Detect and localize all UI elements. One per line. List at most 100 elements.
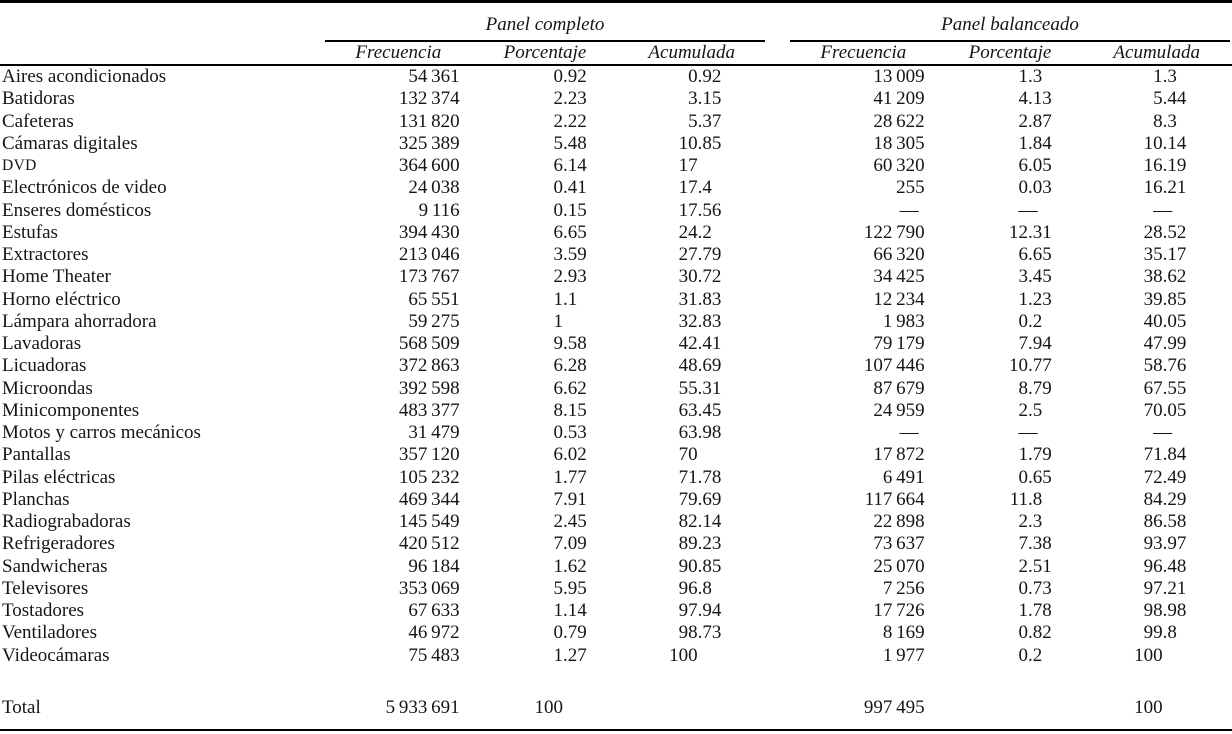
integer-part: 2 xyxy=(1018,511,1029,533)
completo-cells: 372 863 6.28 48.69 xyxy=(325,355,765,377)
balanceado-cells: 17 726 1.78 98.98 xyxy=(790,600,1230,622)
integer-part: 97 xyxy=(678,600,698,622)
cell: 1.79 xyxy=(961,444,1096,466)
cell: 1.14 xyxy=(496,600,631,622)
completo-cells: 24 038 0.41 17.4 xyxy=(325,177,765,199)
fraction-part: .14 xyxy=(563,155,587,177)
cell: 98.73 xyxy=(630,622,765,644)
completo-cells: 145 549 2.45 82.14 xyxy=(325,511,765,533)
cell: 24 959 xyxy=(873,399,925,421)
cell: 1 983 xyxy=(882,310,925,332)
cell: 72.49 xyxy=(1095,467,1230,489)
integer-part: 9 xyxy=(553,333,564,355)
integer-part: 0 xyxy=(553,622,564,644)
table-row: Licuadoras 372 863 6.28 48.69 107 446 10.77 58… xyxy=(0,355,1232,377)
table-row: Microondas 392 598 6.62 55.31 87 679 8.79 67.5… xyxy=(0,378,1232,400)
cell: 0.2 xyxy=(961,311,1096,333)
top-rule xyxy=(0,0,1232,3)
cell: 66 320 xyxy=(873,244,925,266)
completo-cells: 46 972 0.79 98.73 xyxy=(325,622,765,644)
cell: 1.3 xyxy=(1095,66,1230,88)
fraction-part: .87 xyxy=(1028,110,1052,132)
table-row: Enseres domésticos 9 116 0.15 17.56— — — xyxy=(0,200,1232,222)
fraction-part: .85 xyxy=(697,132,722,154)
table-body: Aires acondicionados 54 361 0.92 0.92 13 009… xyxy=(0,66,1232,667)
completo-cells: 392 598 6.62 55.31 xyxy=(325,378,765,400)
fraction-part xyxy=(1163,645,1192,667)
cell: 17 726 xyxy=(873,600,925,622)
fraction-part: .3 xyxy=(1028,66,1043,88)
cell: 6.65 xyxy=(496,222,631,244)
row-label: Lavadoras xyxy=(2,333,82,355)
cell: 87 679 xyxy=(873,377,925,399)
fraction-part: .62 xyxy=(563,555,587,577)
integer-part: 38 xyxy=(1143,266,1163,288)
fraction-part: .3 xyxy=(1162,110,1177,132)
cell: 117 664 xyxy=(864,488,925,510)
integer-part: 82 xyxy=(678,511,698,533)
cell: 17.56 xyxy=(630,200,765,222)
balanceado-cells: 255 0.03 16.21 xyxy=(790,177,1230,199)
cell: 0.15 xyxy=(496,200,631,222)
balanceado-cells: 66 320 6.65 35.17 xyxy=(790,244,1230,266)
completo-cells: 105 232 1.77 71.78 xyxy=(325,467,765,489)
table-row: Electrónicos de video 24 038 0.41 17.4 255 0.… xyxy=(0,177,1232,199)
cell: 30.72 xyxy=(630,266,765,288)
integer-part: 5 xyxy=(688,110,698,132)
integer-part: 8 xyxy=(1153,110,1163,132)
fraction-part: .48 xyxy=(563,132,587,154)
cell: 0.92 xyxy=(496,66,631,88)
completo-cells: 568 509 9.58 42.41 xyxy=(325,333,765,355)
cell: 25 070 xyxy=(873,555,925,577)
cell: 7.94 xyxy=(961,333,1096,355)
integer-part: 6 xyxy=(553,155,564,177)
cell: 13 009 xyxy=(873,66,925,88)
cell: 100 xyxy=(1095,697,1230,719)
row-label: Microondas xyxy=(2,377,93,399)
fraction-part: .28 xyxy=(563,355,587,377)
panel-balanceado-header: Panel balanceado xyxy=(790,7,1230,42)
integer-part: 6 xyxy=(553,221,564,243)
cell: 1.78 xyxy=(961,600,1096,622)
fraction-part: .62 xyxy=(563,377,587,399)
table-row: Refrigeradores 420 512 7.09 89.23 73 637 7.38… xyxy=(0,533,1232,555)
cell: 1.23 xyxy=(961,289,1096,311)
integer-part: 30 xyxy=(678,266,698,288)
integer-part: 0 xyxy=(553,199,564,221)
fraction-part xyxy=(1163,697,1192,719)
row-label: Home Theater xyxy=(2,266,111,288)
fraction-part: .73 xyxy=(1028,577,1052,599)
cell: 997 495 xyxy=(863,696,925,718)
fraction-part: .31 xyxy=(1028,221,1052,243)
completo-cells: 394 430 6.65 24.2 xyxy=(325,222,765,244)
fraction-part: .98 xyxy=(697,422,722,444)
cell: 0.79 xyxy=(496,622,631,644)
balanceado-cells: 41 209 4.13 5.44 xyxy=(790,88,1230,110)
balanceado-cells: 73 637 7.38 93.97 xyxy=(790,533,1230,555)
cell: 70.05 xyxy=(1095,400,1230,422)
completo-cells: 96 184 1.62 90.85 xyxy=(325,556,765,578)
fraction-part: .85 xyxy=(697,555,722,577)
integer-part: 10 xyxy=(678,132,698,154)
integer-part: 1 xyxy=(553,288,564,310)
integer-part: 0 xyxy=(688,66,698,88)
cell: 28 622 xyxy=(873,110,925,132)
table-row: Planchas 469 344 7.91 79.69 117 664 11.8 84.29 xyxy=(0,489,1232,511)
cell: 0.03 xyxy=(961,177,1096,199)
fraction-part: .2 xyxy=(1028,310,1043,332)
balanceado-cells: 7 256 0.73 97.21 xyxy=(790,578,1230,600)
integer-part: 89 xyxy=(678,533,698,555)
fraction-part: .05 xyxy=(1028,155,1052,177)
cell: 100 xyxy=(630,645,765,667)
cell: 60 320 xyxy=(873,155,925,177)
cell: 1 xyxy=(496,311,631,333)
fraction-part: .45 xyxy=(697,399,722,421)
integer-part: 6 xyxy=(553,377,564,399)
cell: 17 xyxy=(630,155,765,177)
fraction-part: .77 xyxy=(563,466,587,488)
cell: 5.37 xyxy=(630,111,765,133)
cell: 6.28 xyxy=(496,355,631,377)
completo-subheaders: Frecuencia Porcentaje Acumulada xyxy=(325,42,765,64)
cell: — xyxy=(1095,200,1230,222)
cell: 1.62 xyxy=(496,556,631,578)
